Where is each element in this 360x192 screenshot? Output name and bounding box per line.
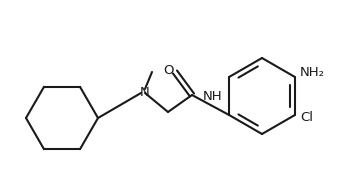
Text: O: O xyxy=(163,64,173,76)
Text: NH: NH xyxy=(203,90,222,103)
Text: N: N xyxy=(140,87,150,99)
Text: Cl: Cl xyxy=(300,111,313,123)
Text: NH₂: NH₂ xyxy=(300,66,325,79)
